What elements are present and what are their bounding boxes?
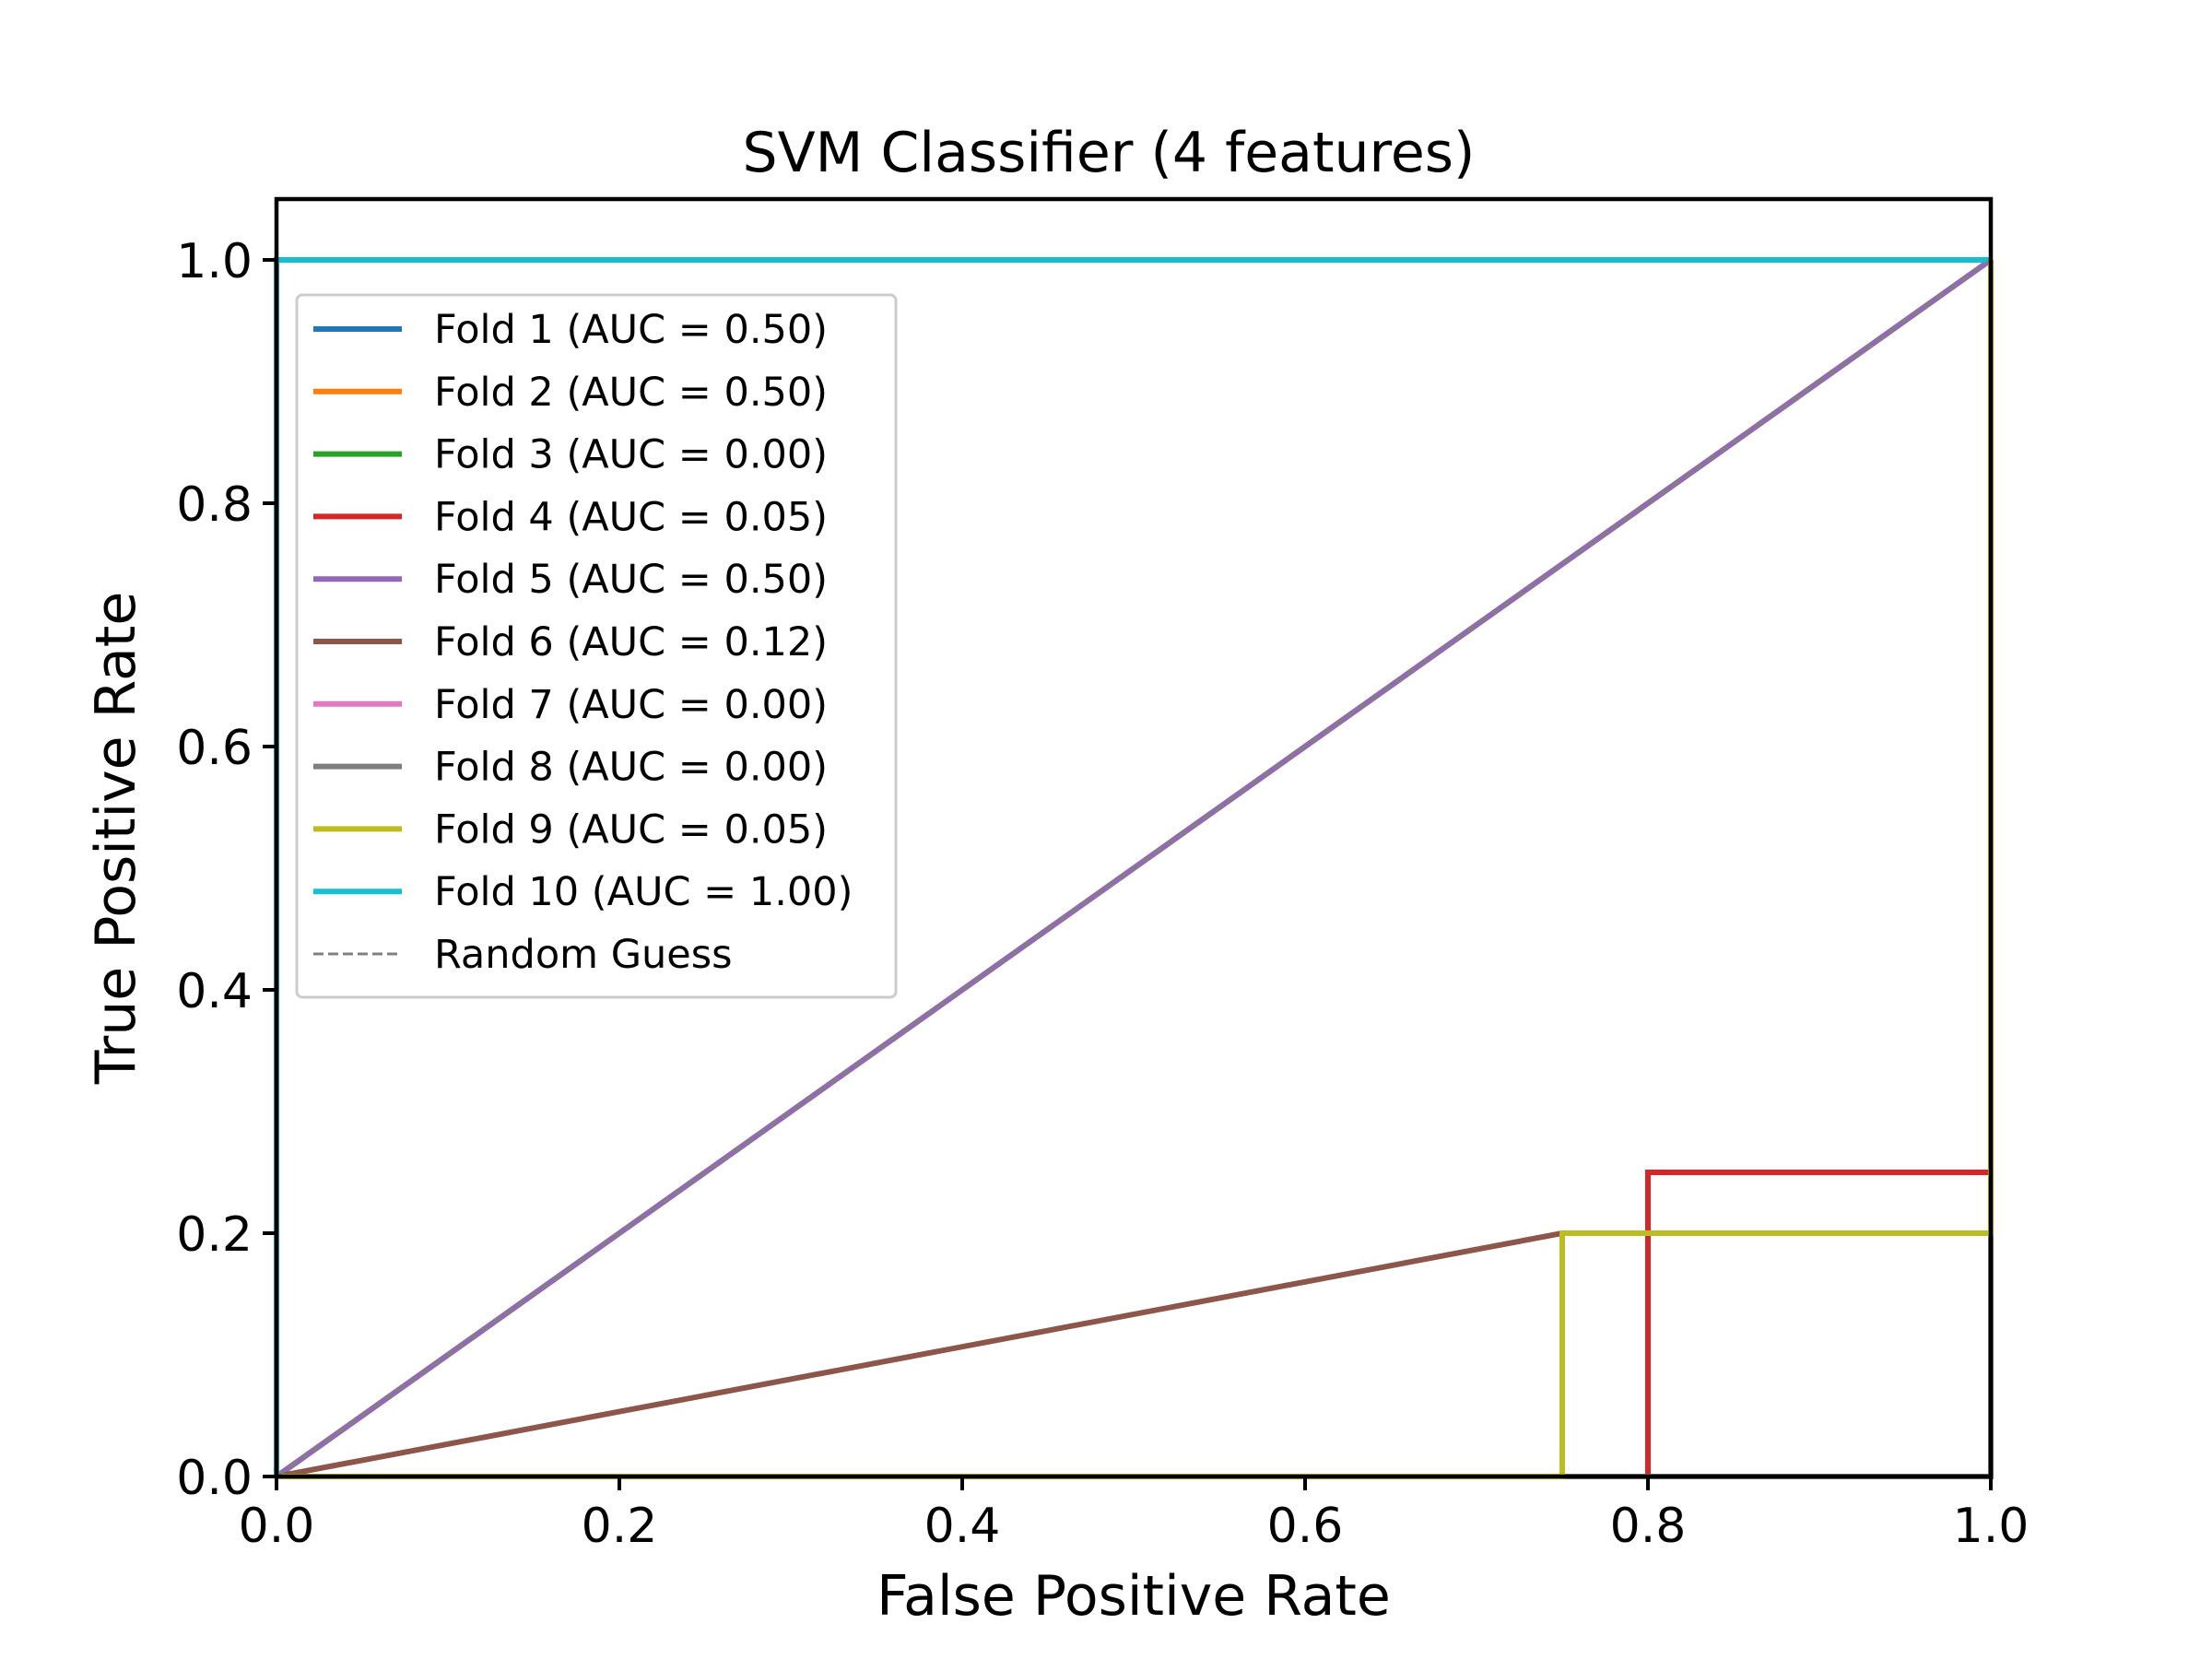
legend-box (295, 293, 898, 999)
legend-label-fold-1-auc-0-50: Fold 1 (AUC = 0.50) (434, 307, 828, 353)
y-tick-label: 0.2 (176, 1207, 253, 1263)
x-tick-label: 0.4 (924, 1499, 1001, 1554)
legend-label-fold-7-auc-0-00: Fold 7 (AUC = 0.00) (434, 682, 828, 728)
plot-frame (274, 196, 1994, 1479)
legend-label-fold-3-auc-0-00: Fold 3 (AUC = 0.00) (434, 432, 828, 478)
legend-items: Fold 1 (AUC = 0.50) Fold 2 (AUC = 0.50) Fo… (313, 307, 853, 978)
y-tick-label: 1.0 (176, 234, 253, 289)
x-tick-label: 0.0 (239, 1499, 315, 1554)
legend: Fold 1 (AUC = 0.50) Fold 2 (AUC = 0.50) Fo… (295, 293, 898, 999)
legend-label-fold-9-auc-0-05: Fold 9 (AUC = 0.05) (434, 806, 828, 853)
ticks-layer: 0.0 0.2 0.4 0.6 0.8 1.0 0.0 0.2 0.4 0.6 0.8 1.0 (176, 234, 2029, 1554)
legend-label-fold-5-auc-0-50: Fold 5 (AUC = 0.50) (434, 557, 828, 603)
legend-label-fold-4-auc-0-05: Fold 4 (AUC = 0.05) (434, 494, 828, 540)
legend-label-fold-8-auc-0-00: Fold 8 (AUC = 0.00) (434, 745, 828, 791)
x-axis-label: False Positive Rate (877, 1564, 1391, 1629)
legend-label-fold-6-auc-0-12: Fold 6 (AUC = 0.12) (434, 619, 828, 665)
x-tick-label: 1.0 (1953, 1499, 2030, 1554)
y-tick-label: 0.4 (176, 964, 253, 1019)
y-tick-label: 0.0 (176, 1451, 253, 1506)
x-tick-label: 0.6 (1267, 1499, 1344, 1554)
x-tick-label: 0.8 (1610, 1499, 1687, 1554)
y-axis-label: True Positive Rate (84, 592, 148, 1085)
y-tick-label: 0.6 (176, 721, 253, 776)
series-line-random-guess (276, 258, 1992, 1478)
legend-label-random-guess: Random Guess (434, 932, 733, 978)
legend-label-fold-10-auc-1-00: Fold 10 (AUC = 1.00) (434, 869, 853, 915)
y-tick-label: 0.8 (176, 477, 253, 533)
legend-label-fold-2-auc-0-50: Fold 2 (AUC = 0.50) (434, 370, 828, 416)
chart-title: SVM Classifier (4 features) (743, 121, 1476, 185)
x-tick-label: 0.2 (582, 1499, 658, 1554)
